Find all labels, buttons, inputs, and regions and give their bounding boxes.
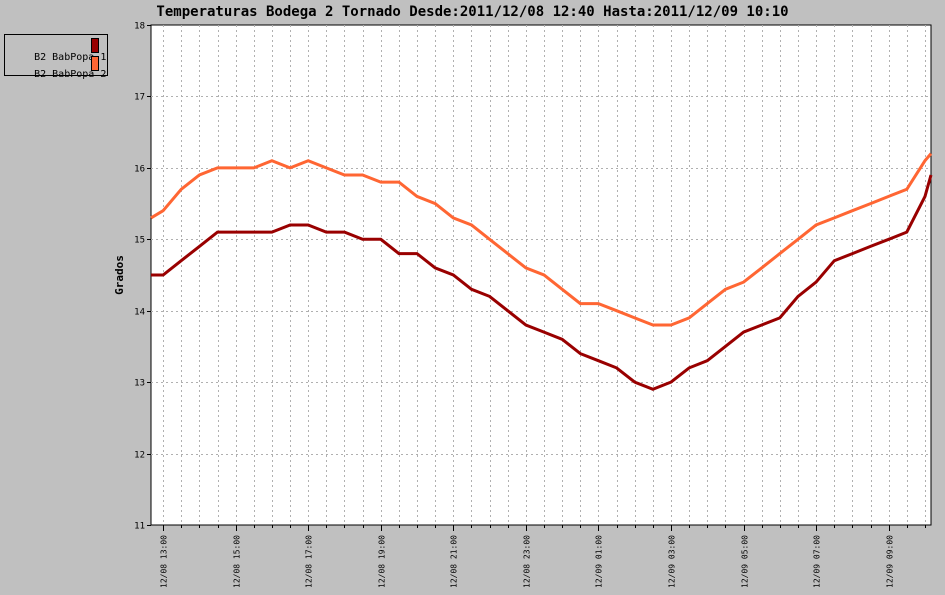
y-tick-label: 17 <box>134 93 145 103</box>
legend-swatch-series-1 <box>91 38 99 53</box>
y-tick-label: 14 <box>134 308 145 318</box>
x-tick-label: 12/09 05:00 <box>741 535 750 588</box>
y-tick-label: 18 <box>134 22 145 32</box>
series-lines <box>150 152 933 391</box>
y-tick-label: 13 <box>134 379 145 389</box>
legend-item-series-2: B2 BabPopa 2 <box>10 58 106 80</box>
x-tick-label: 12/09 09:00 <box>886 535 895 588</box>
x-tick-label: 12/08 13:00 <box>160 535 169 588</box>
chart-title: Temperaturas Bodega 2 Tornado Desde:2011… <box>156 4 789 20</box>
legend-swatch-series-2 <box>91 56 99 71</box>
y-tick-label: 12 <box>134 451 145 461</box>
x-tick-label: 12/09 01:00 <box>595 535 604 588</box>
legend-label-series-1: B2 BabPopa 1 <box>34 52 107 63</box>
y-tick-label: 11 <box>134 522 145 532</box>
legend-item-series-1: B2 BabPopa 1 <box>10 41 106 63</box>
x-axis: 12/08 13:00 12/08 15:00 12/08 17:00 12/08 1… <box>160 525 926 588</box>
y-axis: 11 12 13 14 15 16 17 18 <box>134 22 151 532</box>
x-tick-label: 12/09 07:00 <box>813 535 822 588</box>
x-tick-label: 12/08 15:00 <box>233 535 242 588</box>
x-tick-label: 12/08 17:00 <box>305 535 314 588</box>
x-tick-label: 12/08 19:00 <box>378 535 387 588</box>
x-tick-label: 12/09 03:00 <box>668 535 677 588</box>
y-axis-label: Grados <box>113 255 126 295</box>
y-tick-label: 15 <box>134 236 145 246</box>
legend-label-series-2: B2 BabPopa 2 <box>34 69 107 80</box>
legend: B2 BabPopa 1 B2 BabPopa 2 <box>4 34 108 80</box>
y-tick-label: 16 <box>134 165 145 175</box>
grid <box>151 25 931 525</box>
x-tick-label: 12/08 21:00 <box>450 535 459 588</box>
x-tick-label: 12/08 23:00 <box>523 535 532 588</box>
